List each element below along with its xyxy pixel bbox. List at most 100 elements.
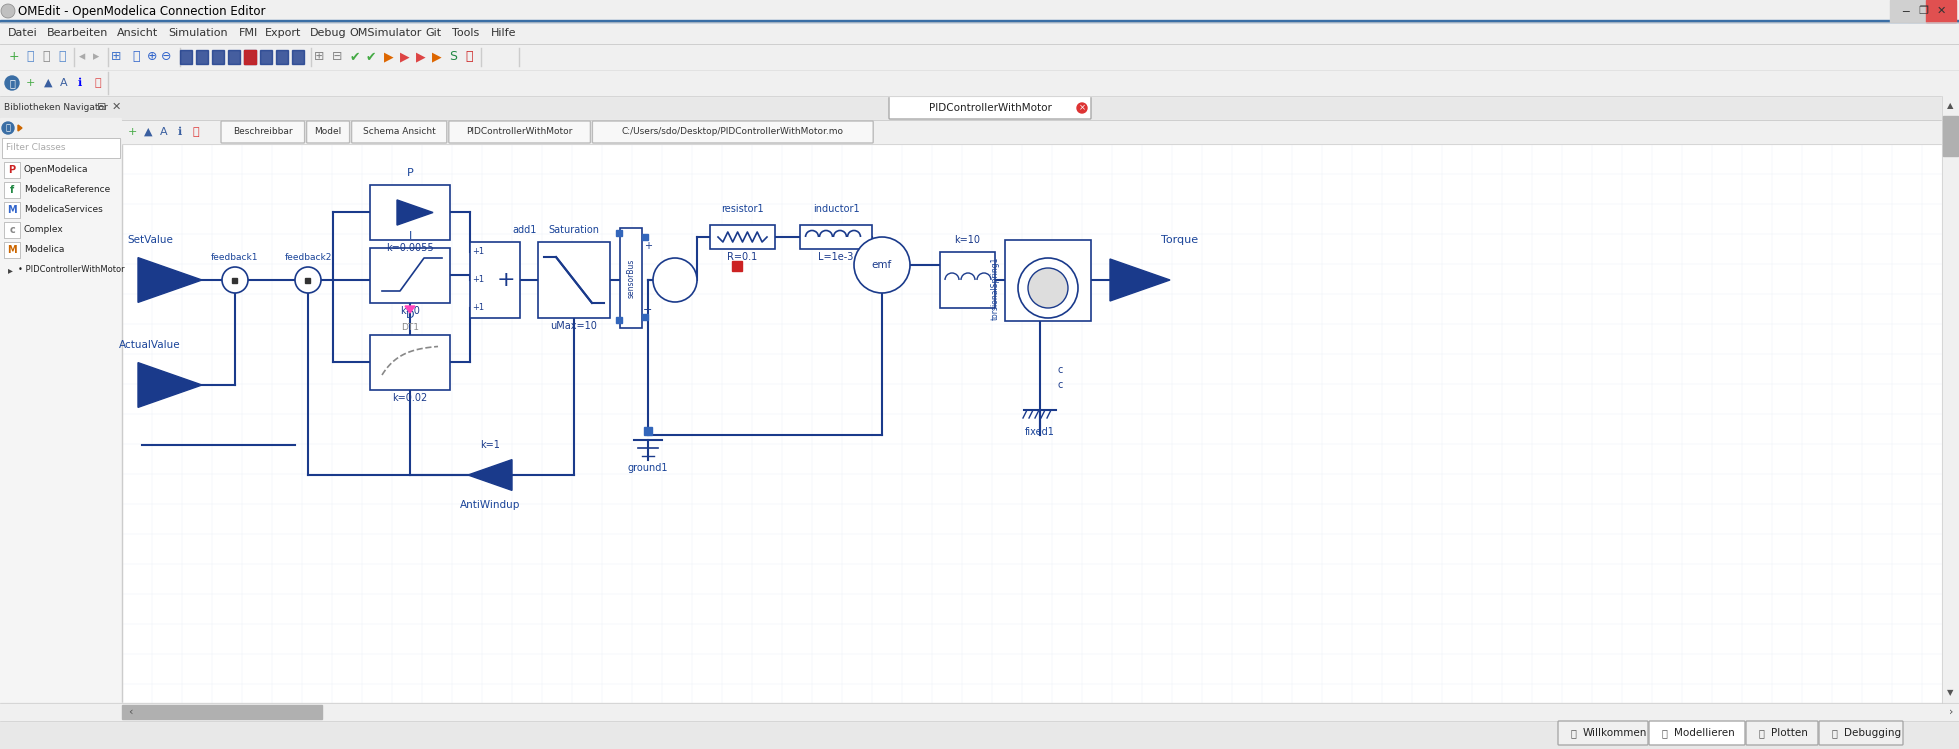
Text: 🔴: 🔴 — [94, 78, 102, 88]
Text: −: − — [304, 281, 313, 291]
Text: +: + — [304, 271, 311, 281]
Bar — [370, 248, 451, 303]
Text: ❐: ❐ — [1918, 6, 1928, 16]
Text: ⊞: ⊞ — [112, 50, 121, 64]
Text: k=0.02: k=0.02 — [392, 393, 427, 403]
Text: 👟: 👟 — [1569, 728, 1575, 738]
Bar — [0, 44, 1959, 96]
Text: Schema Ansicht: Schema Ansicht — [362, 127, 435, 136]
Text: A: A — [161, 127, 168, 137]
Text: A: A — [61, 78, 69, 88]
Text: ⬛: ⬛ — [59, 50, 67, 64]
Text: torsionalSpring1: torsionalSpring1 — [991, 256, 999, 320]
Text: ⊕: ⊕ — [147, 50, 157, 64]
Polygon shape — [18, 125, 22, 131]
Text: feedback1: feedback1 — [212, 253, 259, 262]
FancyBboxPatch shape — [889, 95, 1091, 119]
Bar — [643, 234, 648, 240]
Bar — [645, 427, 652, 435]
Text: Debug: Debug — [310, 28, 347, 38]
Polygon shape — [406, 306, 415, 313]
Bar — [370, 335, 451, 390]
Polygon shape — [137, 363, 202, 407]
Bar — [212, 50, 223, 64]
Text: −: − — [643, 305, 652, 315]
Text: ▼: ▼ — [1947, 688, 1953, 697]
Bar — [4, 222, 20, 238]
Bar — [276, 50, 288, 64]
Text: ▶: ▶ — [400, 50, 409, 64]
Text: P: P — [8, 165, 16, 175]
Bar — [261, 50, 272, 64]
Bar — [1908, 0, 1937, 22]
Text: k=0.0055: k=0.0055 — [386, 243, 433, 253]
Text: uMax=10: uMax=10 — [550, 321, 597, 331]
Circle shape — [1077, 103, 1087, 113]
Text: PIDControllerWithMotor: PIDControllerWithMotor — [466, 127, 572, 136]
Text: +: + — [498, 270, 515, 290]
Bar — [2, 138, 119, 158]
Bar — [619, 228, 643, 328]
Circle shape — [2, 4, 16, 18]
Text: Plotten: Plotten — [1771, 728, 1808, 738]
Bar — [0, 96, 121, 118]
Text: ◂: ◂ — [78, 50, 84, 64]
Bar — [615, 230, 623, 236]
FancyBboxPatch shape — [1649, 721, 1745, 745]
Text: Complex: Complex — [24, 225, 65, 234]
Text: +1: +1 — [472, 276, 484, 285]
Text: ‹: ‹ — [127, 707, 133, 717]
Bar — [0, 703, 1959, 749]
Text: S: S — [449, 50, 456, 64]
Bar — [121, 96, 1959, 120]
Text: Modellieren: Modellieren — [1675, 728, 1736, 738]
Text: Filter Classes: Filter Classes — [6, 144, 65, 153]
Bar — [1941, 96, 1959, 703]
Bar — [121, 705, 321, 719]
Bar — [470, 242, 519, 318]
Text: 🔍: 🔍 — [133, 50, 139, 64]
Text: inductor1: inductor1 — [813, 204, 860, 214]
Text: fixed1: fixed1 — [1025, 427, 1056, 437]
Text: ModelicaReference: ModelicaReference — [24, 186, 110, 195]
Text: Saturation: Saturation — [549, 225, 599, 235]
Text: DT1: DT1 — [402, 323, 419, 332]
Text: 𝛼: 𝛼 — [10, 78, 16, 88]
Text: ✕: ✕ — [1935, 6, 1945, 16]
Text: ─: ─ — [1902, 6, 1908, 16]
Text: Git: Git — [425, 28, 441, 38]
Bar — [4, 162, 20, 178]
Text: 𝛼: 𝛼 — [1661, 728, 1667, 738]
Text: +1: +1 — [472, 303, 484, 312]
Text: Datei: Datei — [8, 28, 37, 38]
Text: I: I — [407, 231, 411, 241]
Bar — [370, 185, 451, 240]
Text: 🔴: 🔴 — [192, 127, 200, 137]
Text: resistor1: resistor1 — [721, 204, 764, 214]
FancyBboxPatch shape — [1745, 721, 1818, 745]
Text: c: c — [1058, 380, 1062, 390]
Text: ⊟: ⊟ — [331, 50, 343, 64]
Text: ActualValue: ActualValue — [119, 340, 180, 350]
Text: ⊟: ⊟ — [98, 102, 106, 112]
Text: 🐞: 🐞 — [464, 50, 472, 64]
Text: PIDControllerWithMotor: PIDControllerWithMotor — [929, 103, 1052, 113]
Text: ×: × — [1079, 103, 1085, 112]
FancyBboxPatch shape — [592, 121, 874, 143]
Text: OMSimulator: OMSimulator — [349, 28, 421, 38]
Text: add1: add1 — [513, 225, 537, 235]
Text: +: + — [8, 50, 20, 64]
Text: Torque: Torque — [1162, 235, 1199, 245]
Text: OpenModelica: OpenModelica — [24, 166, 88, 175]
Text: Tools: Tools — [453, 28, 480, 38]
Bar — [0, 96, 121, 703]
Text: ⬛: ⬛ — [43, 50, 49, 64]
Text: emf: emf — [872, 260, 891, 270]
Text: • PIDControllerWithMotor: • PIDControllerWithMotor — [18, 265, 125, 274]
Text: Debugging: Debugging — [1843, 728, 1900, 738]
Bar — [121, 144, 1941, 703]
Bar — [1943, 116, 1957, 156]
Bar — [1005, 240, 1091, 321]
Circle shape — [296, 267, 321, 293]
Text: ⬛: ⬛ — [25, 50, 33, 64]
